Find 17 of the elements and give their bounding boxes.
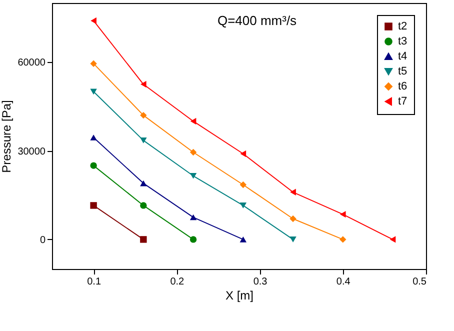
legend-label: t2 [398,20,408,32]
y-axis-title: Pressure [Pa] [0,100,14,173]
legend-label: t7 [398,96,408,108]
legend-label: t5 [398,66,408,78]
x-tick-label: 0.4 [336,276,351,288]
legend-label: t4 [398,50,408,62]
legend-label: t6 [398,80,408,92]
x-tick-label: 0.2 [170,276,185,288]
annotation: Q=400 mm³/s [217,13,298,28]
legend-label: t3 [398,36,408,48]
y-tick-label: 0 [40,234,46,246]
x-tick-label: 0.3 [253,276,268,288]
x-tick-label: 0.5 [412,276,427,288]
y-tick-label: 60000 [18,58,46,69]
x-tick-label: 0.1 [87,276,102,288]
x-axis-title: X [m] [225,288,254,302]
y-tick-label: 30000 [18,146,46,158]
